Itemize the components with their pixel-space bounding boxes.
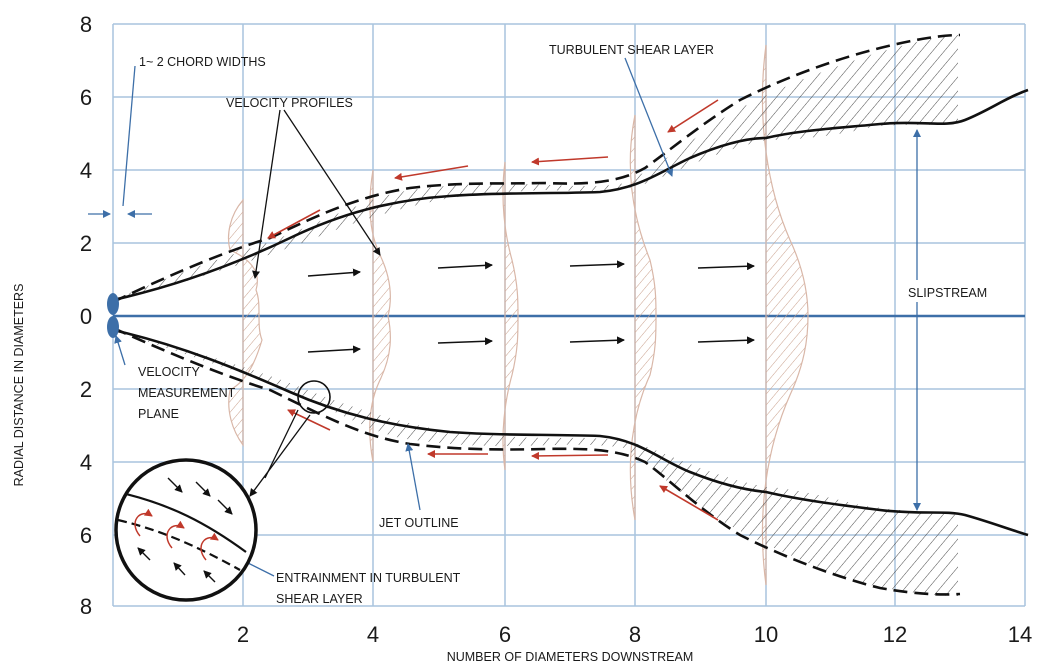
y-tick: 8 [80, 594, 92, 619]
zoom-leader-b [249, 414, 311, 497]
flow-arrows [307, 260, 755, 354]
velocity-profile-x2 [227, 198, 263, 447]
vmp-leader [114, 335, 126, 366]
velocity-measurement-label-3: PLANE [138, 407, 179, 421]
x-tick: 14 [1008, 622, 1032, 647]
entrainment-detail-inset [114, 458, 258, 602]
jet-outline-label: JET OUTLINE [379, 516, 459, 530]
y-tick: 4 [80, 158, 92, 183]
x-axis-title: NUMBER OF DIAMETERS DOWNSTREAM [447, 650, 694, 664]
y-tick: 0 [80, 304, 92, 329]
zoom-leader-a [264, 409, 299, 479]
x-tick: 12 [883, 622, 907, 647]
y-tick: 6 [80, 85, 92, 110]
x-tick: 8 [629, 622, 641, 647]
turbulent-shear-layer-label: TURBULENT SHEAR LAYER [549, 43, 714, 57]
y-tick: 4 [80, 450, 92, 475]
chord-leader [122, 65, 136, 207]
velocity-measurement-label-1: VELOCITY [138, 365, 200, 379]
x-tick: 2 [237, 622, 249, 647]
x-tick-labels: 2 4 6 8 10 12 14 [237, 622, 1032, 647]
lower-dashed-boundary [112, 326, 961, 596]
upper-shear-layer [113, 35, 958, 300]
velocity-profile-x6 [502, 161, 519, 471]
y-tick: 2 [80, 377, 92, 402]
zoom-marker-circle [297, 380, 331, 414]
propeller-icon [107, 293, 119, 338]
velocity-profile-x8 [629, 114, 657, 521]
upper-jet-outline [112, 88, 1029, 302]
velocity-profiles-leader-b [283, 109, 381, 256]
jet-outline-leader [405, 443, 421, 511]
slipstream-label: SLIPSTREAM [908, 286, 987, 300]
turbulent-shear-leader [624, 57, 674, 177]
lower-shear-layer [113, 330, 958, 596]
x-tick: 6 [499, 622, 511, 647]
y-tick: 8 [80, 12, 92, 37]
callout-lines [249, 109, 381, 497]
velocity-profile-x10 [761, 44, 809, 586]
entrainment-label-2: SHEAR LAYER [276, 592, 363, 606]
velocity-profiles [227, 44, 809, 586]
velocity-measurement-label-2: MEASUREMENT [138, 386, 236, 400]
y-tick: 2 [80, 231, 92, 256]
entrainment-arrows [267, 99, 719, 521]
x-tick: 4 [367, 622, 379, 647]
shear-layer-hatching [113, 35, 958, 596]
entrainment-label-1: ENTRAINMENT IN TURBULENT [276, 571, 461, 585]
chord-widths-label: 1~ 2 CHORD WIDTHS [139, 55, 266, 69]
velocity-profiles-label: VELOCITY PROFILES [226, 96, 353, 110]
y-tick-labels: 8 6 4 2 0 2 4 6 8 [80, 12, 92, 619]
y-axis-title: RADIAL DISTANCE IN DIAMETERS [12, 284, 26, 487]
velocity-profiles-leader-a [252, 109, 281, 279]
x-tick: 10 [754, 622, 778, 647]
y-tick: 6 [80, 523, 92, 548]
